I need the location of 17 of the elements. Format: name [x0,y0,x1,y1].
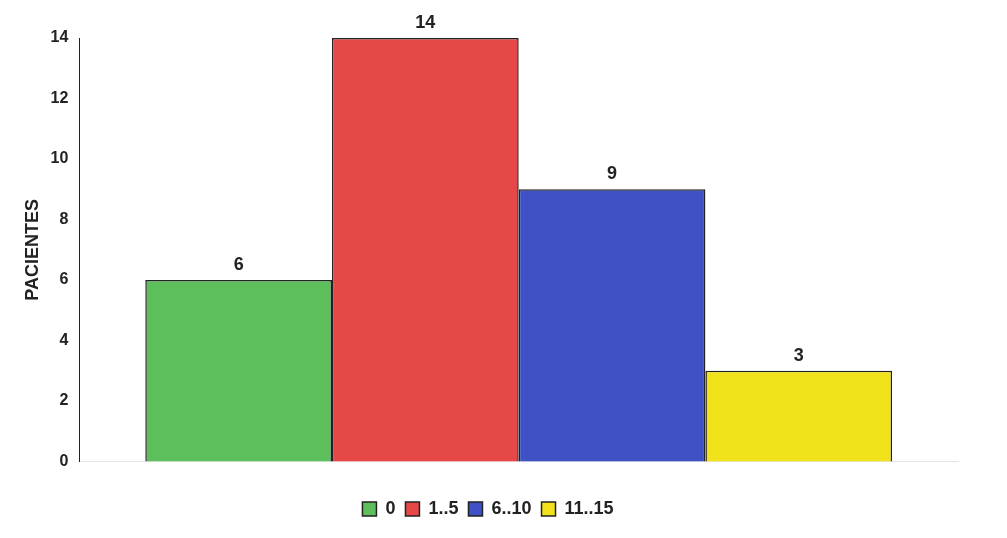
y-tick-label: 2 [59,391,69,409]
legend-label: 1..5 [428,497,459,518]
y-tick-label: 0 [59,452,69,470]
data-label: 9 [607,163,618,184]
y-tick-label: 6 [59,270,69,288]
data-label: 3 [793,344,804,365]
y-tick-label: 10 [50,149,69,167]
y-tick-label: 4 [59,330,69,348]
legend-label: 6..10 [491,497,532,518]
legend-label: 0 [385,497,396,518]
y-tick-label: 8 [59,209,69,227]
y-tick-label: 14 [50,28,69,46]
legend-label: 11..15 [564,497,614,518]
y-axis-title: PACIENTES [21,198,42,301]
data-label: 6 [233,254,244,275]
y-tick-label: 12 [50,88,69,106]
data-label: 14 [415,11,436,32]
